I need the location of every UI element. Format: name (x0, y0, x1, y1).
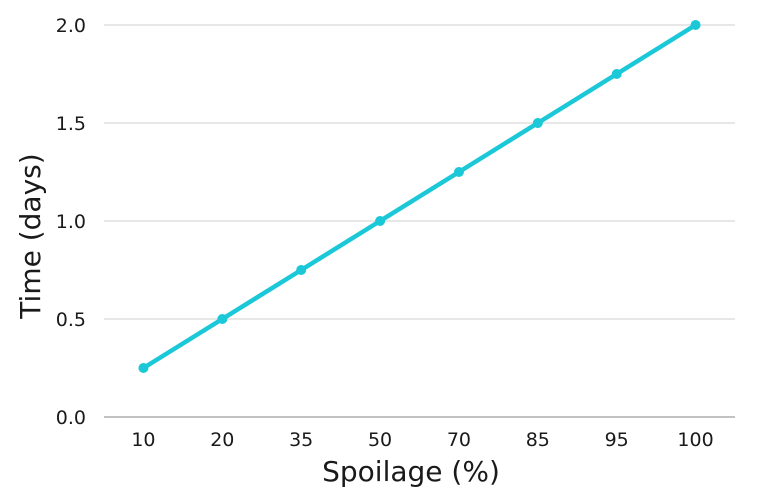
x-tick-label: 70 (447, 429, 471, 451)
x-axis-title: Spoilage (%) (322, 455, 500, 488)
x-tick-label: 10 (131, 429, 155, 451)
y-axis-title: Time (days) (14, 153, 47, 319)
x-tick-label: 85 (526, 429, 550, 451)
data-point (217, 314, 228, 324)
data-point (453, 167, 464, 177)
x-tick-label: 50 (368, 429, 392, 451)
data-point (138, 363, 149, 373)
data-point (611, 69, 622, 79)
y-tick-label: 1.5 (56, 113, 86, 135)
data-point (532, 118, 543, 128)
x-tick-label: 35 (289, 429, 313, 451)
data-point (375, 216, 386, 226)
x-tick-label: 95 (605, 429, 629, 451)
y-tick-label: 2.0 (56, 15, 86, 37)
y-tick-label: 0.5 (56, 309, 86, 331)
x-tick-label: 100 (677, 429, 713, 451)
y-tick-label: 0.0 (56, 407, 86, 429)
series-layer (138, 20, 701, 373)
data-point (296, 265, 307, 275)
x-tick-label: 20 (210, 429, 234, 451)
gridlines (104, 24, 735, 418)
y-tick-label: 1.0 (56, 211, 86, 233)
series-line (141, 22, 698, 371)
data-point (690, 20, 701, 30)
x-axis-ticks: 10 20 35 50 70 85 95 100 (131, 429, 713, 451)
y-axis-ticks: 0.0 0.5 1.0 1.5 2.0 (56, 15, 86, 429)
